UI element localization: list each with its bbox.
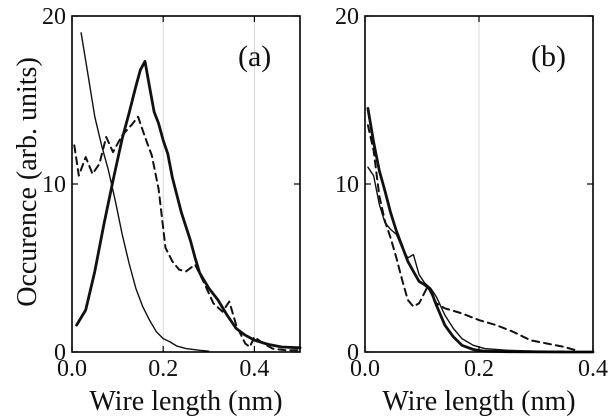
panel-b-y-tick-label: 10 — [335, 172, 359, 198]
panel-b-y-tick-label: 0 — [347, 340, 359, 366]
panel-b-series-thick-solid — [366, 107, 595, 354]
panel-b-x-tick-label: 0.4 — [578, 356, 608, 382]
panel-a-y-tick-label: 10 — [42, 172, 66, 198]
panel-a-y-tick-label: 20 — [42, 4, 66, 30]
panel-b-y-tick-label: 20 — [335, 4, 359, 30]
panel-a-series-thin-solid — [80, 32, 210, 352]
panel-a-x-tick-label: 0.4 — [239, 356, 269, 382]
panel-a-series-thick-solid — [75, 60, 302, 350]
panel-a: 0.0 0.2 0.4 0 10 20 Wire length (nm) (a) — [42, 4, 302, 417]
panel-b-series-dashed — [366, 124, 577, 352]
panel-b: 0.0 0.2 0.4 0 10 20 Wire length (nm) (b) — [335, 4, 608, 417]
panel-a-x-tick-label: 0.2 — [148, 356, 178, 382]
panel-b-x-axis-label: Wire length (nm) — [382, 386, 575, 417]
panel-a-y-tick-label: 0 — [54, 340, 66, 366]
panel-b-panel-label: (b) — [531, 40, 566, 73]
panel-b-x-tick-label: 0.2 — [464, 356, 494, 382]
panel-a-series-dashed — [73, 115, 301, 352]
panel-a-x-axis-label: Wire length (nm) — [89, 386, 282, 417]
y-axis-label: Occurence (arb. units) — [12, 57, 43, 307]
panel-b-x-tick-label: 0.0 — [350, 356, 380, 382]
panel-a-x-tick-label: 0.0 — [57, 356, 87, 382]
panel-a-panel-label: (a) — [238, 40, 271, 73]
